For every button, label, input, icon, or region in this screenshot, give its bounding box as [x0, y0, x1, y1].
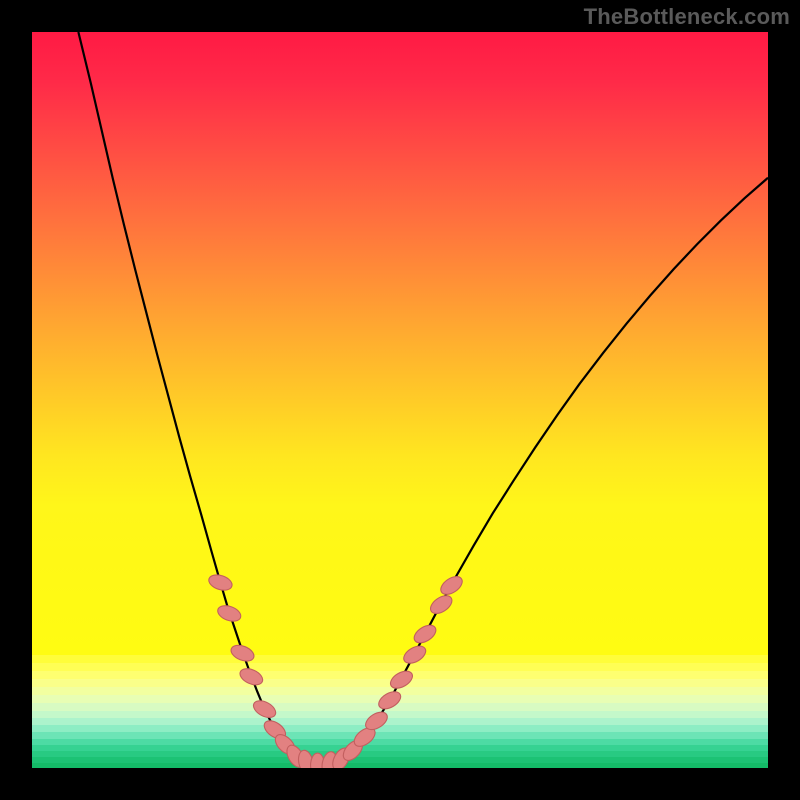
curve-marker: [229, 642, 256, 664]
curve-marker: [376, 688, 404, 712]
curve-marker: [401, 643, 429, 667]
curve-marker: [251, 697, 279, 721]
curve-marker: [427, 592, 455, 617]
frame-bottom: [0, 768, 800, 800]
curve-marker: [207, 572, 234, 593]
curve-marker: [388, 668, 416, 692]
plot-area: [32, 32, 768, 768]
curve-marker: [438, 573, 466, 598]
curve-marker: [411, 622, 439, 647]
curve-marker: [216, 603, 243, 624]
watermark-text: TheBottleneck.com: [584, 4, 790, 30]
curve-marker: [238, 665, 266, 688]
curve-markers: [32, 32, 768, 768]
frame-right: [768, 32, 800, 768]
frame-left: [0, 32, 32, 768]
